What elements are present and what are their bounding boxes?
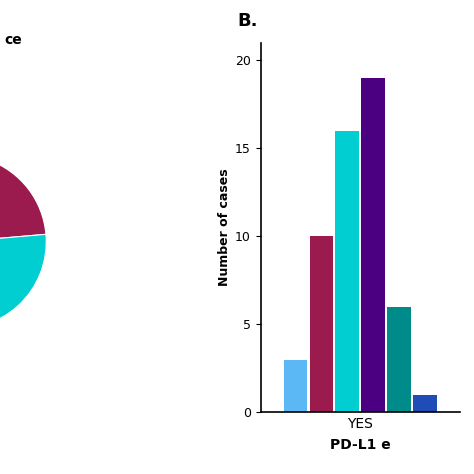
Wedge shape (0, 160, 46, 242)
Bar (336, 131, 359, 412)
Bar (361, 78, 385, 412)
Bar (387, 307, 411, 412)
Bar (283, 360, 308, 412)
Text: B.: B. (237, 12, 257, 30)
Bar (413, 395, 437, 412)
Bar (310, 237, 333, 412)
Y-axis label: Number of cases: Number of cases (218, 169, 231, 286)
Wedge shape (0, 234, 46, 328)
X-axis label: PD-L1 e: PD-L1 e (330, 438, 391, 452)
Text: ce: ce (5, 33, 22, 47)
